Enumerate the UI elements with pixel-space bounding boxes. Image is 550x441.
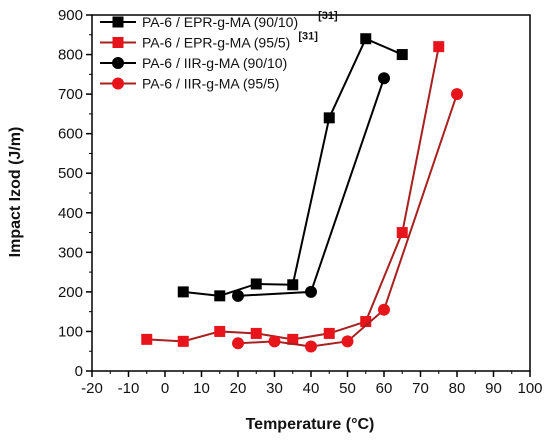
legend-label: PA-6 / IIR-g-MA (90/10): [142, 55, 287, 71]
y-tick-label: 100: [58, 323, 83, 340]
data-point: [268, 335, 281, 348]
legend-marker: [112, 37, 124, 48]
y-tick-label: 700: [58, 86, 83, 103]
data-point: [177, 286, 189, 298]
series-line: [237, 93, 458, 348]
data-point: [323, 327, 335, 339]
data-point: [305, 285, 317, 298]
series-line: [237, 77, 385, 297]
x-tick-label: 80: [449, 380, 466, 397]
y-tick-label: 800: [58, 47, 83, 64]
data-point: [250, 278, 262, 290]
data-point: [232, 337, 244, 350]
legend-reference: [31]: [318, 10, 338, 22]
x-tick-label: 90: [485, 380, 502, 397]
x-axis-title: Temperature (°C): [246, 416, 375, 433]
series-2: [141, 41, 445, 347]
data-point: [378, 303, 390, 316]
x-tick-label: 0: [161, 380, 169, 397]
data-point: [287, 333, 299, 345]
x-tick-label: 20: [230, 380, 247, 397]
data-point: [287, 279, 299, 291]
y-tick-label: 400: [58, 205, 83, 222]
data-point: [360, 33, 372, 45]
y-axis-title: Impact Izod (J/m): [7, 127, 24, 258]
y-tick-label: 300: [58, 244, 83, 261]
data-point: [214, 290, 226, 302]
legend-reference: [31]: [298, 31, 318, 43]
x-tick-label: 100: [517, 380, 542, 397]
data-point: [323, 112, 335, 124]
x-tick-label: 40: [303, 380, 320, 397]
series-4: [232, 88, 463, 353]
legend-entry-4: PA-6 / IIR-g-MA (95/5): [100, 76, 279, 92]
series-1: [177, 33, 408, 302]
data-point: [451, 88, 463, 101]
data-point: [177, 335, 189, 347]
data-point: [341, 335, 354, 348]
legend-marker: [112, 77, 124, 90]
y-tick-label: 200: [58, 284, 83, 301]
x-tick-label: 30: [266, 380, 283, 397]
legend-marker: [112, 57, 124, 69]
data-point: [250, 327, 262, 339]
series-layer: [141, 33, 463, 353]
series-3: [232, 72, 390, 302]
data-point: [396, 227, 408, 239]
y-tick-label: 600: [58, 126, 83, 143]
legend: PA-6 / EPR-g-MA (90/10) [31]PA-6 / EPR-g-…: [100, 10, 338, 92]
data-point: [433, 41, 445, 53]
data-point: [232, 289, 244, 302]
x-tick-label: -10: [118, 380, 140, 397]
data-point: [396, 49, 408, 61]
data-point: [378, 72, 390, 85]
x-axis: -20 -10 0 10 20 30 40 50 60 70 80 90 100: [81, 371, 543, 397]
x-tick-label: 10: [193, 380, 210, 397]
data-point: [305, 340, 317, 353]
legend-entry-2: PA-6 / EPR-g-MA (95/5) [31]: [100, 31, 318, 51]
x-tick-label: 60: [376, 380, 393, 397]
x-tick-label: 50: [339, 380, 356, 397]
legend-label: PA-6 / EPR-g-MA (90/10): [142, 14, 298, 30]
data-point: [214, 325, 226, 337]
data-point: [360, 316, 372, 328]
legend-label: PA-6 / IIR-g-MA (95/5): [142, 76, 279, 92]
legend-label: PA-6 / EPR-g-MA (95/5): [142, 35, 290, 51]
legend-marker: [112, 16, 124, 28]
x-tick-label: 70: [412, 380, 429, 397]
y-axis: 0 100 200 300 400 500 600 700 800 900: [58, 7, 92, 380]
y-tick-label: 900: [58, 7, 83, 24]
y-tick-label: 500: [58, 165, 83, 182]
y-tick-label: 0: [75, 363, 83, 380]
legend-entry-1: PA-6 / EPR-g-MA (90/10) [31]: [100, 10, 338, 30]
data-point: [141, 333, 153, 345]
legend-entry-3: PA-6 / IIR-g-MA (90/10): [100, 55, 287, 71]
x-tick-label: -20: [81, 380, 103, 397]
